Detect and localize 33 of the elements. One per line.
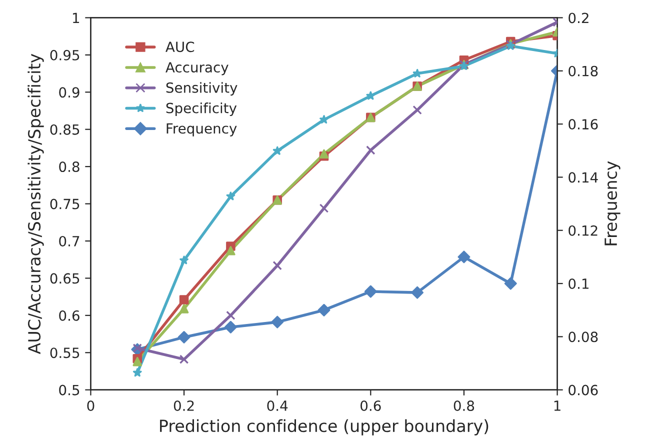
x-tick-label: 1 bbox=[554, 400, 560, 411]
y2-tick-label: 0.18 bbox=[568, 66, 598, 76]
x-tick-label: 0 bbox=[87, 400, 94, 412]
legend-label: Specificity bbox=[166, 102, 237, 116]
y-tick-label: 0.8 bbox=[59, 162, 80, 172]
x-axis-title: Prediction confidence (upper boundary) bbox=[160, 419, 488, 436]
y-tick-label: 0.65 bbox=[50, 273, 80, 284]
y-tick-label: 0.95 bbox=[50, 50, 80, 60]
y2-tick-label: 0.16 bbox=[568, 119, 598, 130]
y-tick-label: 0.6 bbox=[59, 310, 80, 321]
y2-tick-label: 0.2 bbox=[568, 12, 588, 24]
y-tick-label: 0.75 bbox=[50, 198, 80, 210]
x-tick-label: 0.8 bbox=[454, 400, 474, 412]
y-tick-label: 0.5 bbox=[59, 384, 80, 396]
legend-label: Accuracy bbox=[166, 62, 228, 76]
y-tick-label: 0.85 bbox=[50, 124, 80, 135]
y-tick-label: 0.9 bbox=[59, 87, 80, 98]
y-tick-label: 0.55 bbox=[50, 348, 80, 358]
y2-tick-label: 0.08 bbox=[568, 332, 598, 342]
y2-tick-label: 0.12 bbox=[568, 225, 598, 236]
legend-label: AUC bbox=[166, 42, 194, 52]
x-tick-label: 0.2 bbox=[174, 400, 194, 412]
y-tick-label: 0.7 bbox=[59, 236, 80, 246]
y-axis-title: AUC/Accuracy/Sensitivity/Specificity bbox=[28, 54, 44, 354]
y-tick-label: 1 bbox=[72, 12, 80, 23]
legend-label: Frequency bbox=[166, 123, 237, 136]
x-tick-label: 0.4 bbox=[267, 400, 288, 412]
y2-tick-label: 0.14 bbox=[568, 172, 598, 183]
y2-tick-label: 0.1 bbox=[568, 278, 588, 289]
legend-label: Sensitivity bbox=[166, 82, 238, 96]
x-tick-label: 0.6 bbox=[360, 400, 381, 412]
y2-axis-title: Frequency bbox=[604, 161, 620, 246]
y2-tick-label: 0.06 bbox=[568, 384, 598, 396]
